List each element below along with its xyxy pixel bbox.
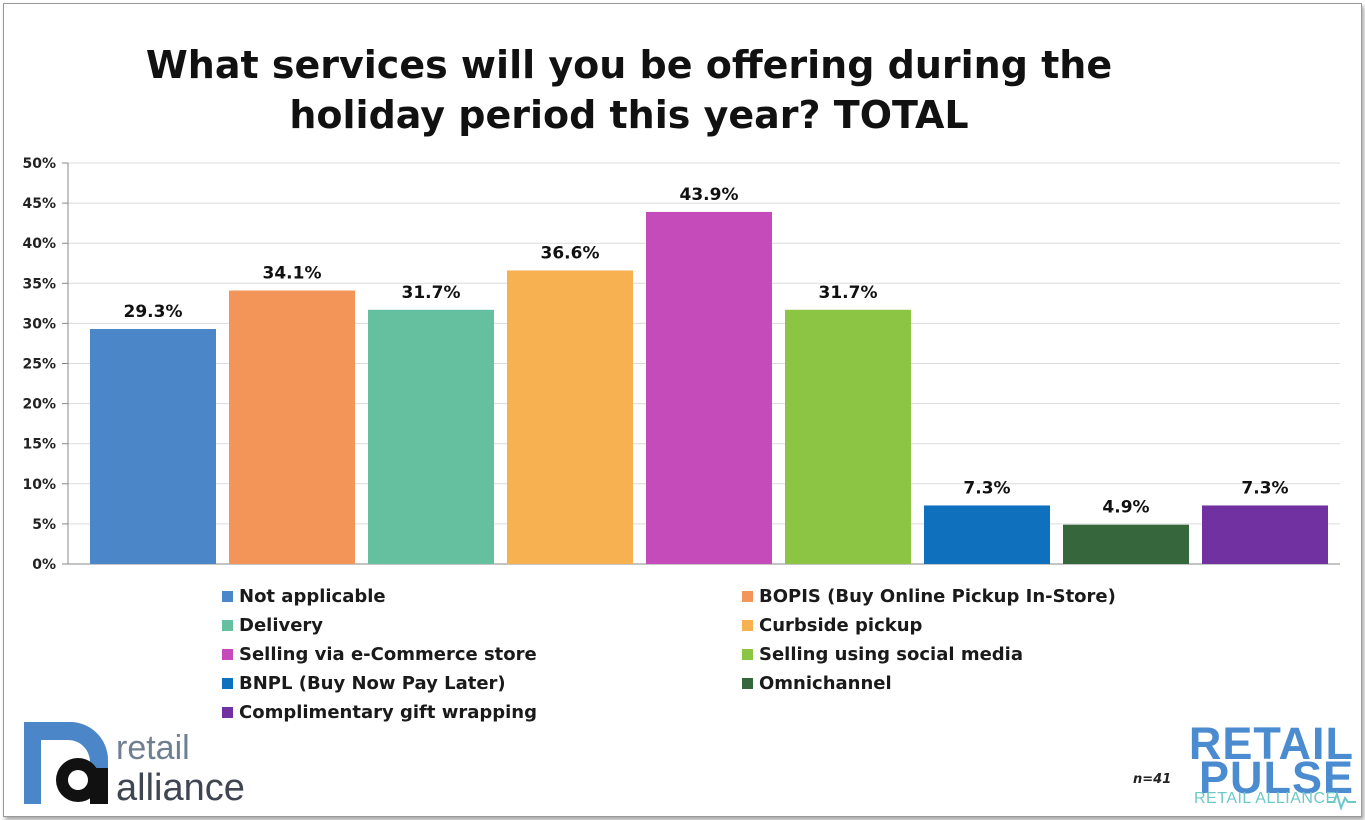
y-tick-label: 30%: [22, 316, 56, 332]
legend-label: Not applicable: [239, 585, 386, 607]
y-tick-label: 5%: [32, 517, 56, 533]
logo-text-retail-pulse-2: PULSE: [1198, 752, 1354, 803]
data-label: 7.3%: [1241, 478, 1288, 498]
logo-text-retail-pulse-1: RETAIL: [1188, 718, 1354, 769]
bar: [229, 290, 355, 564]
legend-label: Complimentary gift wrapping: [239, 701, 538, 723]
legend-item: Omnichannel: [742, 671, 1162, 695]
legend-swatch: [742, 648, 753, 660]
bar: [785, 309, 911, 564]
y-tick-label: 10%: [22, 477, 56, 493]
legend-swatch: [742, 619, 753, 631]
legend-swatch: [222, 677, 233, 689]
bar: [90, 329, 216, 564]
bar: [507, 270, 633, 564]
legend-item: Curbside pickup: [742, 613, 1162, 637]
data-label: 34.1%: [263, 264, 322, 284]
legend-swatch: [742, 590, 753, 602]
retail-alliance-logo: retail alliance: [20, 718, 270, 810]
chart-title-line-1: What services will you be offering durin…: [145, 43, 1113, 87]
y-tick-label: 35%: [22, 276, 56, 292]
retail-pulse-logo: RETAIL PULSE RETAIL ALLIANCE: [1188, 718, 1358, 814]
legend-label: Omnichannel: [759, 672, 892, 694]
retail-alliance-mark-icon: [24, 722, 108, 804]
y-tick-label: 50%: [22, 156, 56, 172]
heartbeat-icon: [1328, 790, 1356, 810]
legend-swatch: [222, 648, 233, 660]
legend-label: Selling using social media: [759, 643, 1023, 665]
legend-label: Selling via e-Commerce store: [239, 643, 537, 665]
legend-item: Complimentary gift wrapping: [222, 700, 742, 724]
data-label: 4.9%: [1102, 498, 1149, 518]
data-label: 43.9%: [680, 185, 739, 205]
y-tick-label: 45%: [22, 196, 56, 212]
data-label: 36.6%: [541, 243, 600, 263]
y-tick-label: 15%: [22, 437, 56, 453]
legend-item: Selling via e-Commerce store: [222, 642, 742, 666]
legend-swatch: [222, 706, 233, 718]
chart-legend: Not applicable BOPIS (Buy Online Pickup I…: [222, 584, 1162, 724]
y-tick-label: 25%: [22, 357, 56, 373]
data-label: 29.3%: [124, 302, 183, 322]
legend-swatch: [742, 677, 753, 689]
legend-item: Selling using social media: [742, 642, 1162, 666]
chart-title: What services will you be offering durin…: [4, 40, 1254, 140]
legend-label: Delivery: [239, 614, 324, 636]
data-label: 31.7%: [819, 283, 878, 303]
legend-item: Delivery: [222, 613, 742, 637]
logo-text-alliance: alliance: [116, 767, 245, 809]
bar: [1063, 524, 1189, 564]
legend-label: Curbside pickup: [759, 614, 923, 636]
legend-swatch: [222, 619, 233, 631]
sample-size-note: n=41: [1133, 772, 1172, 787]
legend-item: BNPL (Buy Now Pay Later): [222, 671, 742, 695]
data-label: 7.3%: [963, 478, 1010, 498]
legend-item: Not applicable: [222, 584, 742, 608]
bar: [924, 505, 1050, 564]
legend-item: BOPIS (Buy Online Pickup In-Store): [742, 584, 1162, 608]
y-tick-label: 40%: [22, 236, 56, 252]
bar: [646, 211, 772, 564]
bar-chart: 0% 5% 10% 15% 20% 25% 30% 35% 40% 45% 50% 29.3% 34.1…: [22, 156, 1340, 573]
logo-text-retail: retail: [116, 729, 190, 767]
bar: [1202, 505, 1328, 564]
chart-title-line-2: holiday period this year? TOTAL: [289, 93, 969, 137]
legend-swatch: [222, 590, 233, 602]
bar: [368, 309, 494, 564]
legend-label: BNPL (Buy Now Pay Later): [239, 672, 506, 694]
logo-text-retail-alliance-sub: RETAIL ALLIANCE: [1194, 790, 1337, 807]
y-tick-label: 20%: [22, 397, 56, 413]
data-label: 31.7%: [402, 283, 461, 303]
y-tick-label: 0%: [32, 557, 56, 573]
legend-label: BOPIS (Buy Online Pickup In-Store): [759, 585, 1116, 607]
